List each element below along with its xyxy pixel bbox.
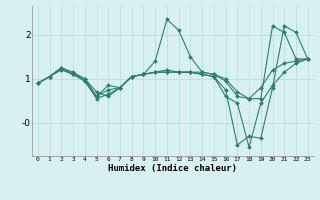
X-axis label: Humidex (Indice chaleur): Humidex (Indice chaleur) [108, 164, 237, 173]
